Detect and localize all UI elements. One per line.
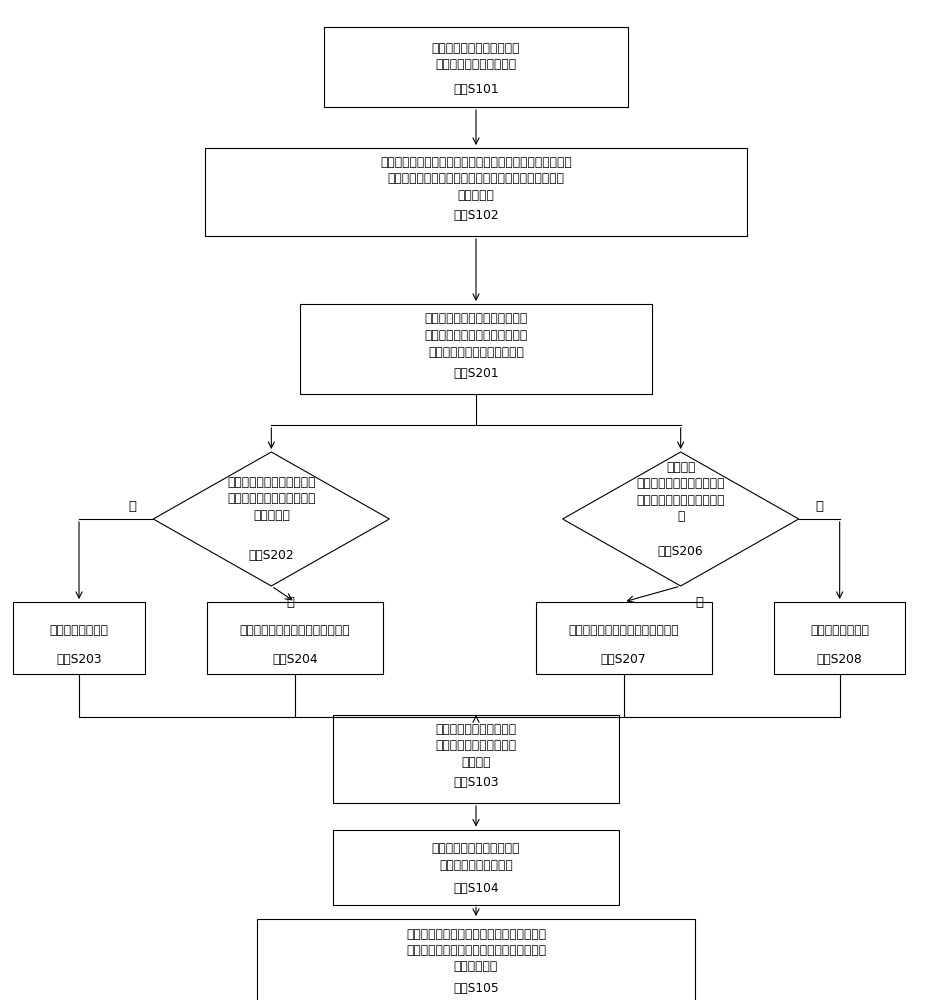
Bar [208,602,383,674]
Text: 否: 否 [816,499,823,512]
Bar [324,27,628,107]
Text: 步骤S206: 步骤S206 [658,545,704,558]
Text: 里程计获取机器人的旋转角
度并记为第三旋转角度: 里程计获取机器人的旋转角 度并记为第三旋转角度 [432,842,520,872]
Bar [333,830,619,904]
Text: 是: 是 [287,596,294,608]
Text: 将预测旋转角度作为第一旋转角度: 将预测旋转角度作为第一旋转角度 [240,624,350,637]
Text: 获取机器人的初始底盘轴距，根据第三旋转
角度、融合旋转角度以及初始底盘轴距得到
标定底盘轴距: 获取机器人的初始底盘轴距，根据第三旋转 角度、融合旋转角度以及初始底盘轴距得到 … [406,928,546,974]
Bar [333,715,619,803]
Text: 步骤S203: 步骤S203 [56,653,102,666]
Text: 第一角度检测装置获取机器人的旋转角度并记为第一旋转角
度，第二角度检测装置获取机器人的旋转角度并记为第
二旋转角度: 第一角度检测装置获取机器人的旋转角度并记为第一旋转角 度，第二角度检测装置获取机… [380,156,572,202]
Text: 判断第一旋转角度与预测旋
转角度之间的波动值是否大
于波动阈值: 判断第一旋转角度与预测旋 转角度之间的波动值是否大 于波动阈值 [228,476,315,522]
Bar [13,602,145,674]
Text: 步骤S101: 步骤S101 [453,83,499,96]
Text: 是: 是 [696,596,704,608]
Text: 步骤S102: 步骤S102 [453,209,499,222]
Text: 步骤S202: 步骤S202 [248,549,294,562]
Text: 输出第二旋转角度: 输出第二旋转角度 [810,624,869,637]
Text: 驱动左车轮和右车轮转动使
得机器人做匀速圆周旋转: 驱动左车轮和右车轮转动使 得机器人做匀速圆周旋转 [432,42,520,71]
Bar [257,919,695,1000]
Text: 步骤S103: 步骤S103 [453,776,499,789]
Polygon shape [153,452,389,586]
Bar [205,148,747,236]
Text: 将第一旋转角度与第二旋
转角度进行修正得到融合
旋转角度: 将第一旋转角度与第二旋 转角度进行修正得到融合 旋转角度 [435,723,517,769]
Text: 判断第二
旋转角度与预测旋转角度之
间的波动值是否大于波动阈
值: 判断第二 旋转角度与预测旋转角度之 间的波动值是否大于波动阈 值 [637,461,724,523]
Polygon shape [563,452,799,586]
Bar [535,602,712,674]
Text: 步骤S208: 步骤S208 [817,653,863,666]
Bar [774,602,905,674]
Bar [300,304,652,394]
Text: 否: 否 [129,499,136,512]
Text: 步骤S207: 步骤S207 [601,653,646,666]
Text: 步骤S105: 步骤S105 [453,982,499,995]
Text: 步骤S201: 步骤S201 [453,367,499,380]
Text: 输出第一旋转角度: 输出第一旋转角度 [50,624,109,637]
Text: 根据机器人旋转的角速度和时间
来预测机器人从第一预设时刻至
第二预设时刻的累计旋转角度: 根据机器人旋转的角速度和时间 来预测机器人从第一预设时刻至 第二预设时刻的累计旋… [425,312,527,359]
Text: 将预测旋转角度作为第二旋转角度: 将预测旋转角度作为第二旋转角度 [568,624,679,637]
Text: 步骤S204: 步骤S204 [272,653,318,666]
Text: 步骤S104: 步骤S104 [453,882,499,894]
